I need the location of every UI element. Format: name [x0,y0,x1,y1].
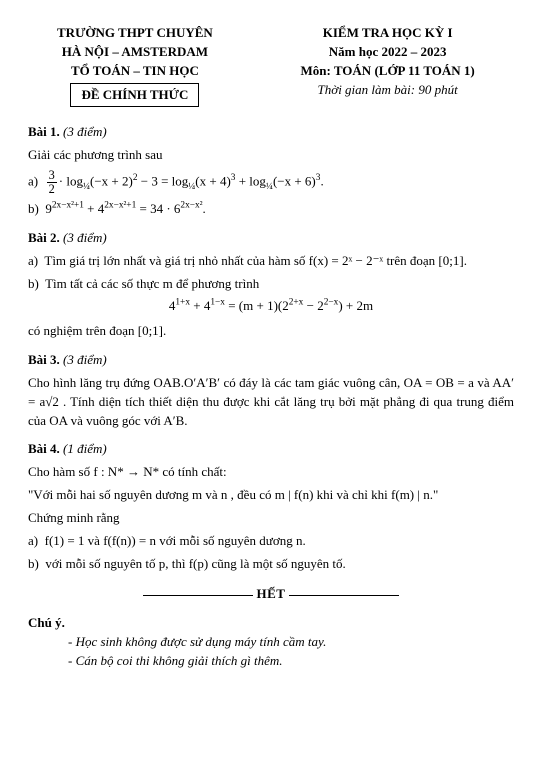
bai2-title: Bài 2. (3 điểm) [28,229,514,248]
bai1-title: Bài 1. (3 điểm) [28,123,514,142]
bai2-eq: 41+x + 41−x = (m + 1)(22+x − 22−x) + 2m [28,297,514,316]
notes-block: - Học sinh không được sử dụng máy tính c… [68,633,514,671]
note-2: - Cán bộ coi thi không giải thích gì thê… [68,652,514,671]
bai2-b-prefix: b) [28,276,39,291]
bai4-a-text: f(1) = 1 và f(f(n)) = n với mỗi số nguyê… [45,533,306,548]
bai2-a-prefix: a) [28,253,38,268]
bai1-label: Bài 1. [28,124,60,139]
exam-title: KIỂM TRA HỌC KỲ I [261,24,514,43]
exam-subject: Môn: TOÁN (LỚP 11 TOÁN 1) [261,62,514,81]
bai4-a: a) f(1) = 1 và f(f(n)) = n với mỗi số ng… [28,532,514,551]
official-box: ĐỀ CHÍNH THỨC [70,83,199,108]
bai2-b2: có nghiệm trên đoạn [0;1]. [28,322,514,341]
notes-title: Chú ý. [28,614,514,633]
bai4-p2: "Với mỗi hai số nguyên dương m và n , đề… [28,486,514,505]
bai1-b: b) 92x−x²+1 + 42x−x²+1 = 34 · 62x−x². [28,200,514,219]
bai4-b-prefix: b) [28,556,39,571]
bai3-title: Bài 3. (3 điểm) [28,351,514,370]
end-marker: HẾT [28,585,514,604]
bai4-title: Bài 4. (1 điểm) [28,440,514,459]
exam-duration: Thời gian làm bài: 90 phút [261,81,514,100]
school-line2: HÀ NỘI – AMSTERDAM [28,43,242,62]
bai4-label: Bài 4. [28,441,60,456]
bai3-label: Bài 3. [28,352,60,367]
bai2-b1: b) Tìm tất cả các số thực m để phương tr… [28,275,514,294]
bai3-para: Cho hình lăng trụ đứng OAB.O′A′B′ có đáy… [28,374,514,431]
school-line1: TRƯỜNG THPT CHUYÊN [28,24,242,43]
bai1-points: (3 điểm) [63,124,107,139]
header-left: TRƯỜNG THPT CHUYÊN HÀ NỘI – AMSTERDAM TỔ… [28,24,242,107]
bai2-points: (3 điểm) [63,230,107,245]
bai2-a: a) Tìm giá trị lớn nhất và giá trị nhỏ n… [28,252,514,271]
bai2-b-text1: Tìm tất cả các số thực m để phương trình [45,276,259,291]
bai4-a-prefix: a) [28,533,38,548]
bai2-a-text: Tìm giá trị lớn nhất và giá trị nhỏ nhất… [44,253,467,268]
bai3-points: (3 điểm) [63,352,107,367]
bai1-intro: Giải các phương trình sau [28,146,514,165]
note-1: - Học sinh không được sử dụng máy tính c… [68,633,514,652]
bai1-b-prefix: b) [28,201,39,216]
bai1-a: a) 3 2 · log¼(−x + 2)2 − 3 = log¼(x + 4)… [28,169,514,196]
bai4-p1: Cho hàm số f : N* → N* có tính chất: [28,463,514,482]
frac-3-2: 3 2 [47,169,57,196]
bai4-points: (1 điểm) [63,441,107,456]
header: TRƯỜNG THPT CHUYÊN HÀ NỘI – AMSTERDAM TỔ… [28,24,514,107]
bai4-b-text: với mỗi số nguyên tố p, thì f(p) cũng là… [45,556,345,571]
school-line3: TỔ TOÁN – TIN HỌC [28,62,242,81]
bai1-a-prefix: a) [28,174,38,189]
bai4-b: b) với mỗi số nguyên tố p, thì f(p) cũng… [28,555,514,574]
exam-year: Năm học 2022 – 2023 [261,43,514,62]
header-right: KIỂM TRA HỌC KỲ I Năm học 2022 – 2023 Mô… [261,24,514,107]
bai4-p3: Chứng minh rằng [28,509,514,528]
bai2-label: Bài 2. [28,230,60,245]
